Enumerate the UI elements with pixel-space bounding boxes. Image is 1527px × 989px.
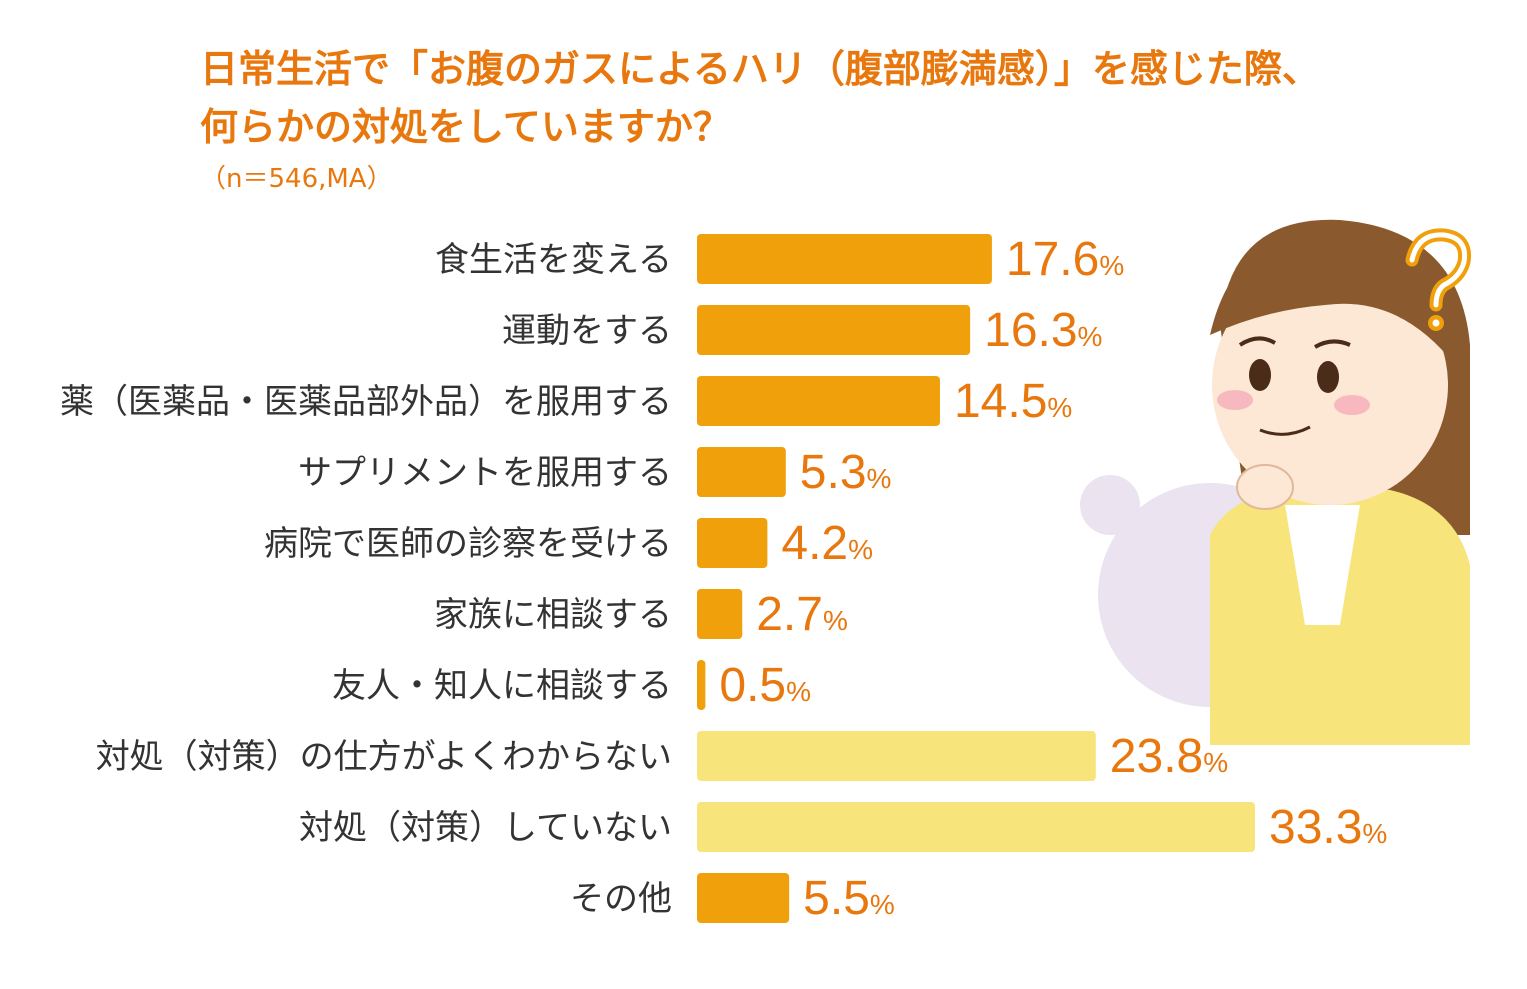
value-label: 17.6%	[1006, 233, 1124, 286]
category-label: 薬（医薬品・医薬品部外品）を服用する	[60, 382, 672, 422]
hand	[1236, 464, 1294, 510]
value-label: 4.2%	[781, 517, 873, 570]
hair-bangs	[1210, 229, 1455, 365]
chart-title: 日常生活で「お腹のガスによるハリ（腹部膨満感）」を感じた際、 何らかの対処をして…	[200, 40, 1320, 156]
right-cheek	[1334, 395, 1370, 415]
value-label: 5.5%	[803, 872, 895, 925]
bar	[697, 589, 743, 639]
mouth	[1259, 425, 1311, 436]
category-label: サプリメントを服用する	[298, 453, 672, 493]
bar	[697, 802, 1255, 852]
value-label: 0.5%	[719, 659, 811, 712]
category-label: その他	[570, 879, 672, 919]
bar	[697, 660, 706, 710]
bar	[697, 447, 786, 497]
left-eyebrow	[1238, 336, 1277, 347]
category-label: 友人・知人に相談する	[332, 666, 672, 706]
value-label: 33.3%	[1269, 801, 1387, 854]
chart-title-line1: 日常生活で「お腹のガスによるハリ（腹部膨満感）」を感じた際、	[200, 47, 1320, 91]
small-lavender-circle	[1080, 475, 1140, 535]
shirt	[1285, 505, 1360, 625]
value-label: 23.8%	[1110, 730, 1228, 783]
bar	[697, 234, 992, 284]
right-eyebrow	[1313, 339, 1351, 349]
bar	[697, 376, 940, 426]
left-cheek	[1217, 390, 1253, 410]
value-label: 2.7%	[756, 588, 848, 641]
sample-size-note: （n＝546,MA）	[200, 164, 393, 194]
left-eye	[1249, 359, 1271, 391]
bar	[697, 305, 971, 355]
bar	[697, 873, 790, 923]
category-label: 食生活を変える	[435, 240, 672, 280]
value-label: 16.3%	[984, 304, 1102, 357]
chart-title-line2: 何らかの対処をしていますか？	[200, 105, 731, 149]
bar	[697, 518, 768, 568]
category-label: 対処（対策）の仕方がよくわからない	[96, 737, 672, 777]
category-label: 家族に相談する	[434, 595, 672, 635]
category-label: 対処（対策）していない	[299, 808, 672, 848]
category-label: 運動をする	[502, 311, 672, 351]
thinking-woman-illustration	[1080, 219, 1472, 745]
value-label: 5.3%	[800, 446, 892, 499]
value-label: 14.5%	[954, 375, 1072, 428]
right-eye	[1317, 361, 1339, 393]
question-mark-icon	[1405, 228, 1472, 331]
category-label: 病院で医師の診察を受ける	[264, 524, 672, 564]
bar	[697, 731, 1096, 781]
